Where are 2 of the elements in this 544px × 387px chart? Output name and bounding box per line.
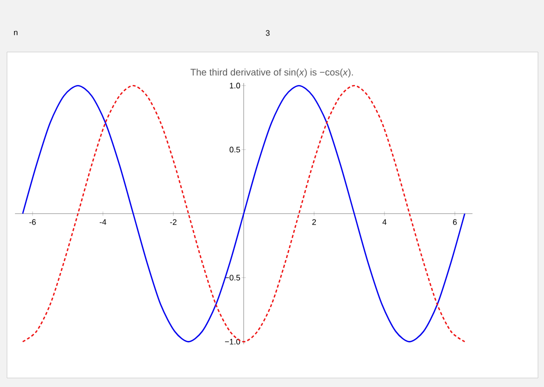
chart-title: The third derivative of sin(x) is −cos(x). xyxy=(190,68,353,78)
line-series xyxy=(22,84,466,342)
